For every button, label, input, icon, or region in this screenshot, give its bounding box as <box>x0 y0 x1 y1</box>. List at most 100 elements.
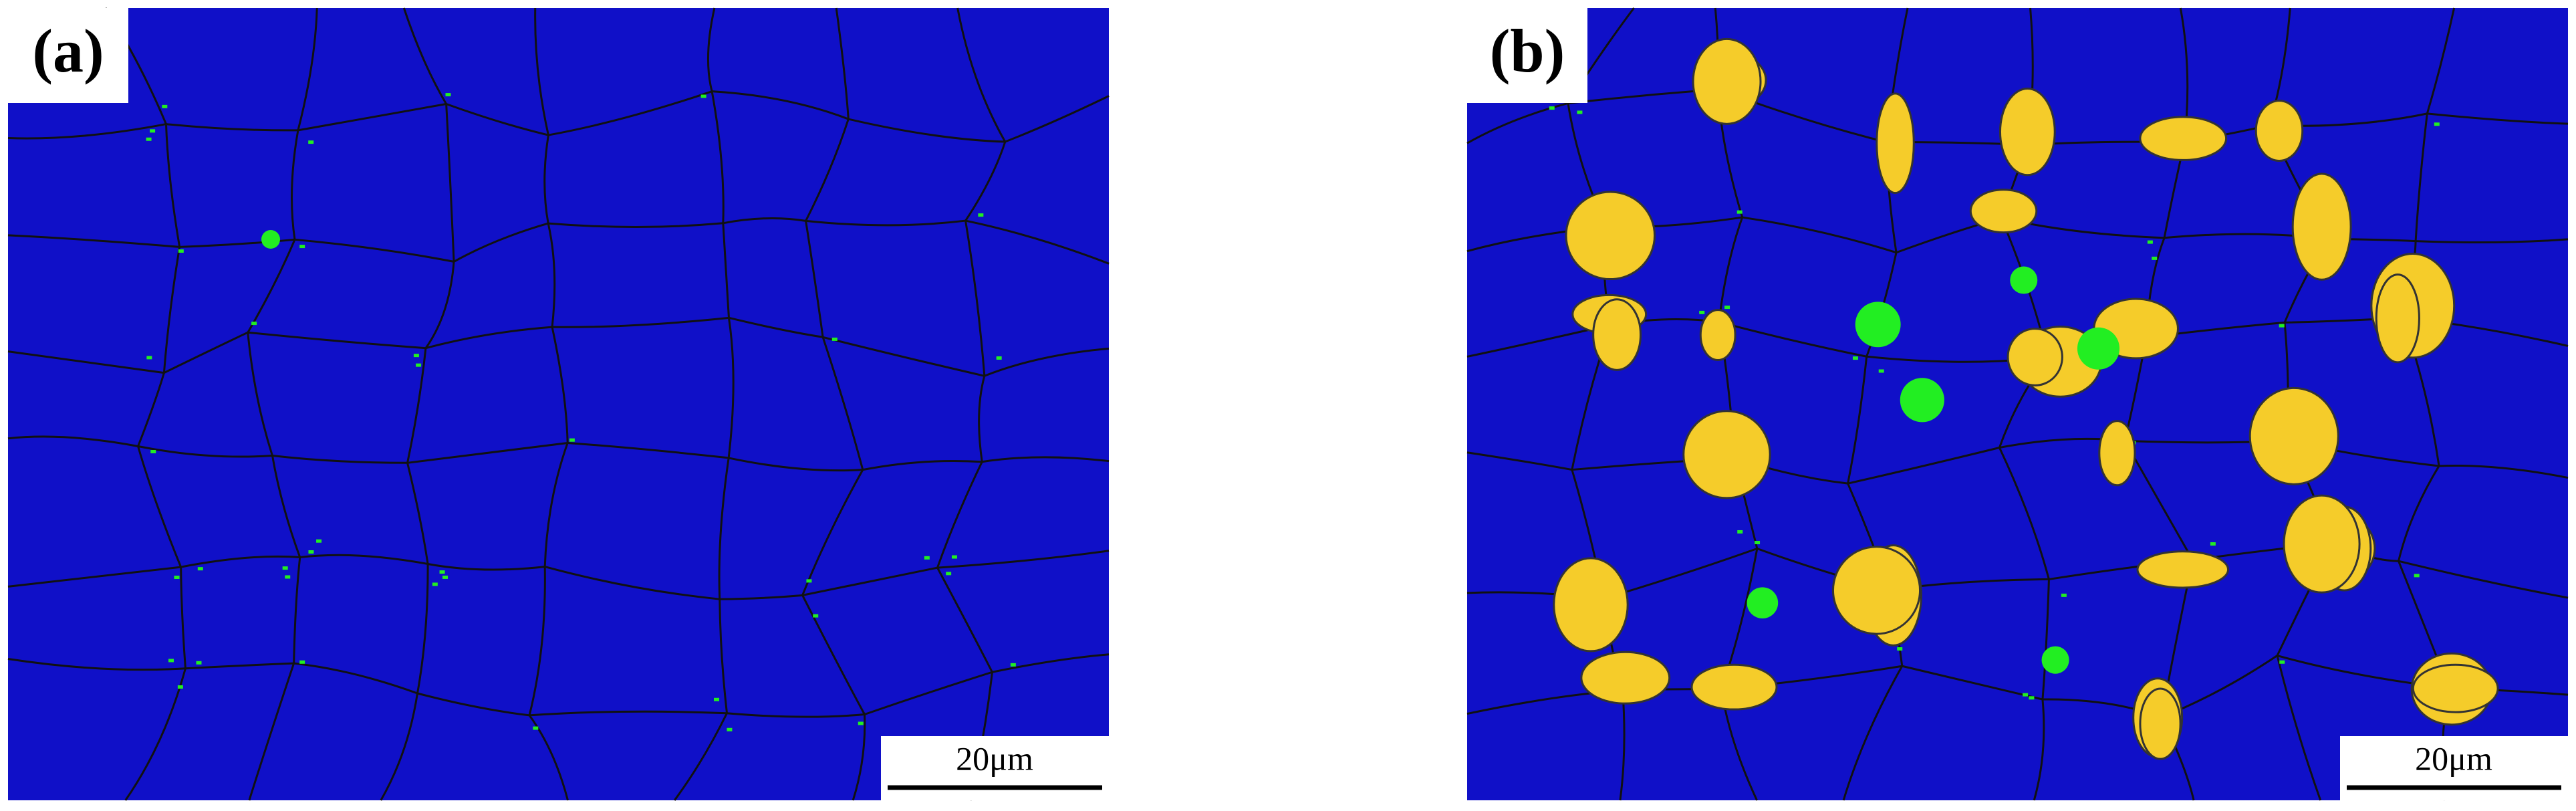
grain-boundary <box>548 222 723 229</box>
green-phase <box>2147 240 2153 244</box>
grain-boundary <box>936 567 993 673</box>
grain-boundary <box>706 7 716 92</box>
grain-boundary <box>424 261 455 349</box>
grain-boundary <box>1847 447 2000 485</box>
yellow-phase <box>2255 100 2304 162</box>
yellow-phase <box>2007 328 2063 386</box>
grain-boundary <box>137 446 182 568</box>
green-phase <box>1900 378 1944 423</box>
grain-boundary <box>956 7 1007 142</box>
label-box <box>8 8 128 103</box>
yellow-phase <box>2412 663 2499 713</box>
grain-boundary <box>1718 217 1744 322</box>
yellow-phase <box>2248 386 2339 485</box>
grain-boundary <box>552 316 729 328</box>
green-phase <box>714 697 720 701</box>
grain-boundary <box>163 331 249 374</box>
green-phase <box>2061 593 2067 597</box>
green-phase <box>1010 663 1016 667</box>
green-phase <box>1577 110 1583 114</box>
grain-boundary <box>297 103 446 132</box>
grain-boundary <box>1842 665 1904 801</box>
green-phase <box>413 354 419 358</box>
panel-b: (b) 20μm <box>1466 7 2569 801</box>
green-phase <box>813 614 819 618</box>
yellow-phase <box>1969 189 2038 234</box>
grain-boundary <box>534 7 549 136</box>
grain-boundary <box>547 223 556 328</box>
grain-boundary <box>1005 95 1110 143</box>
green-phase <box>727 727 733 731</box>
yellow-phase <box>1553 557 1629 653</box>
green-phase <box>442 575 448 579</box>
grain-boundary <box>293 662 418 695</box>
grain-boundary <box>7 566 181 588</box>
grain-boundary <box>137 372 165 447</box>
grain-boundary <box>723 217 806 225</box>
green-phase <box>700 94 706 98</box>
yellow-phase <box>1692 37 1762 125</box>
green-phase <box>282 566 288 570</box>
grain-boundary <box>543 442 569 567</box>
grain-boundary <box>406 348 427 463</box>
grain-boundary <box>2398 465 2440 562</box>
grain-boundary <box>936 461 983 568</box>
panel-label: (b) <box>1490 17 1565 85</box>
green-phase <box>2279 324 2285 328</box>
grain-boundary <box>805 221 824 338</box>
yellow-phase <box>1831 546 1922 635</box>
green-phase <box>178 249 184 253</box>
grain-boundary <box>1999 447 2050 580</box>
grain-boundary <box>848 118 1005 143</box>
green-phase <box>1737 530 1743 534</box>
grain-boundaries <box>1466 7 2569 801</box>
grain-boundary <box>729 316 823 338</box>
grain-boundary <box>718 457 730 600</box>
grain-boundary <box>722 223 730 318</box>
green-phase <box>162 104 168 108</box>
grain-boundary <box>821 336 864 471</box>
yellow-phase <box>1699 309 1736 362</box>
grain-boundary <box>2033 699 2045 801</box>
grain-boundary <box>964 220 986 376</box>
grain-boundary <box>864 671 993 715</box>
scale-bar-label: 20μm <box>2415 739 2492 777</box>
grain-boundary <box>7 234 180 248</box>
grain-boundary <box>7 123 166 140</box>
yellow-phase <box>2098 420 2136 487</box>
grain-boundary <box>965 219 1110 265</box>
micrograph <box>8 8 1109 800</box>
grain-boundary <box>179 238 295 248</box>
grain-boundary <box>2414 113 2428 241</box>
green-phase <box>299 660 305 664</box>
grain-boundary <box>673 713 728 801</box>
grain-boundary <box>297 7 318 131</box>
yellow-phase <box>1999 88 2056 177</box>
grain-boundary <box>937 550 1110 569</box>
green-phase <box>2210 542 2216 546</box>
yellow-phase <box>2136 550 2230 589</box>
grain-boundary <box>2276 655 2322 801</box>
grain-boundary <box>299 554 428 565</box>
grain-boundary <box>425 326 553 350</box>
green-phase <box>146 356 152 360</box>
grain-boundary <box>417 692 530 717</box>
grain-boundary <box>293 557 301 664</box>
grain-boundary <box>1718 321 1867 358</box>
grain-boundary <box>407 441 568 464</box>
label-box <box>1467 8 1587 103</box>
grain-boundary <box>2416 238 2569 244</box>
scale-bar-label: 20μm <box>956 739 1033 777</box>
grain-boundary <box>180 555 300 568</box>
green-phase <box>2279 660 2285 664</box>
green-phase <box>806 579 812 583</box>
green-phase <box>951 555 957 559</box>
green-phase <box>299 245 305 249</box>
grain-boundary <box>727 318 735 459</box>
green-phase <box>445 93 451 97</box>
green-phase <box>569 438 575 442</box>
grain-boundary <box>380 693 418 801</box>
green-phase <box>2023 693 2029 697</box>
